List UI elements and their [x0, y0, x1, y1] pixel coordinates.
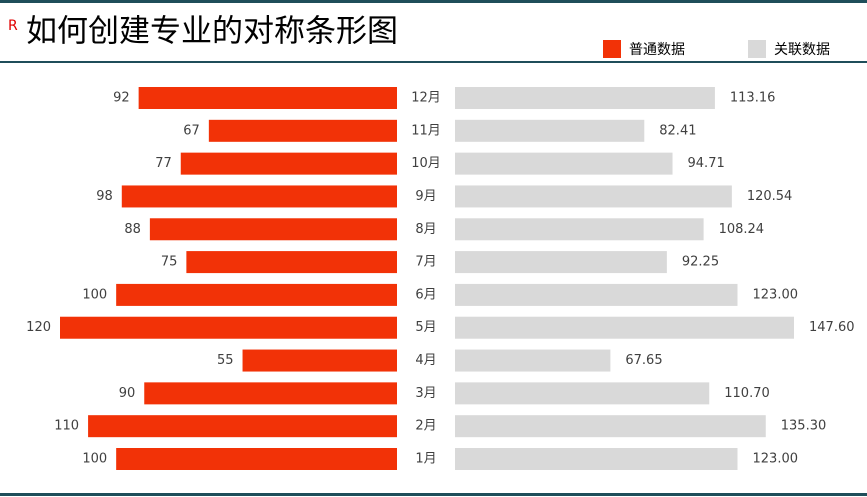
- value-label: 82.41: [659, 123, 696, 138]
- bar: [144, 382, 397, 405]
- bar: [455, 87, 715, 109]
- bar: [138, 87, 397, 109]
- bar: [455, 185, 732, 208]
- bar: [116, 448, 398, 470]
- category-label: 4月: [415, 353, 436, 368]
- value-label: 100: [82, 287, 107, 302]
- value-label: 113.16: [730, 91, 776, 106]
- category-label: 7月: [415, 255, 436, 270]
- category-label: 1月: [415, 452, 436, 467]
- category-label: 8月: [415, 222, 436, 237]
- value-label: 100: [82, 452, 107, 467]
- bar: [180, 152, 397, 175]
- bar: [242, 349, 397, 372]
- value-label: 147.60: [809, 320, 855, 335]
- bar: [455, 251, 667, 274]
- bar: [116, 283, 398, 306]
- value-label: 67: [183, 123, 200, 138]
- value-label: 55: [217, 353, 234, 368]
- bar: [455, 382, 710, 405]
- value-label: 98: [96, 189, 113, 204]
- value-label: 123.00: [753, 287, 799, 302]
- value-label: 120: [26, 320, 51, 335]
- legend-swatch: [603, 40, 621, 58]
- value-label: 110: [54, 419, 79, 434]
- value-label: 77: [155, 156, 172, 171]
- category-label: 2月: [415, 419, 436, 434]
- value-label: 75: [161, 255, 178, 270]
- bar: [455, 283, 738, 306]
- top-border: [0, 0, 867, 3]
- bar: [455, 152, 673, 175]
- bar: [60, 316, 397, 339]
- value-label: 123.00: [753, 452, 799, 467]
- value-label: 120.54: [747, 189, 793, 204]
- value-label: 67.65: [625, 353, 662, 368]
- bottom-border: [0, 493, 867, 496]
- value-label: 92: [113, 91, 130, 106]
- badge: R: [8, 18, 18, 34]
- bar: [455, 316, 794, 339]
- category-label: 12月: [411, 91, 441, 106]
- bar: [121, 185, 398, 208]
- value-label: 92.25: [682, 255, 719, 270]
- category-label: 11月: [411, 123, 441, 138]
- value-label: 94.71: [688, 156, 725, 171]
- category-label: 9月: [415, 189, 436, 204]
- category-label: 10月: [411, 156, 441, 171]
- bar: [455, 448, 738, 470]
- bar: [208, 119, 397, 142]
- legend-label: 普通数据: [629, 42, 685, 58]
- header-rule: [0, 61, 867, 63]
- bar: [455, 119, 645, 142]
- value-label: 135.30: [781, 419, 827, 434]
- bar: [149, 218, 397, 241]
- chart-title: 如何创建专业的对称条形图: [26, 14, 398, 50]
- category-label: 5月: [415, 320, 436, 335]
- category-label: 6月: [415, 287, 436, 302]
- value-label: 110.70: [724, 386, 770, 401]
- value-label: 90: [119, 386, 136, 401]
- category-label: 3月: [415, 386, 436, 401]
- value-label: 88: [124, 222, 141, 237]
- bar: [455, 415, 766, 438]
- bar: [455, 349, 611, 372]
- bar: [186, 251, 397, 274]
- legend-swatch: [748, 40, 766, 58]
- bar: [455, 218, 704, 241]
- legend-label: 关联数据: [774, 42, 830, 58]
- value-label: 108.24: [719, 222, 765, 237]
- bar: [88, 415, 397, 438]
